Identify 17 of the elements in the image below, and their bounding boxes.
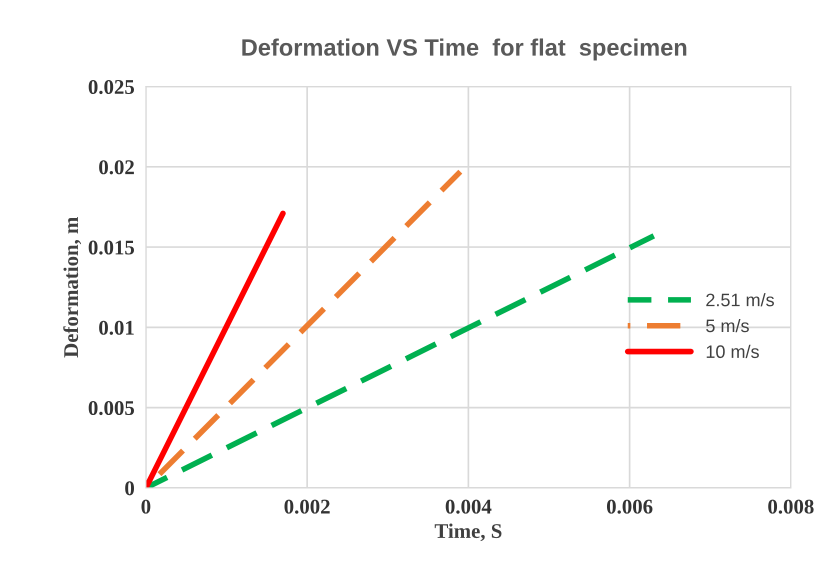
- y-tick-label: 0.01: [99, 320, 134, 335]
- x-tick-label: 0.006: [606, 500, 652, 514]
- legend-label: 10 m/s: [706, 344, 759, 358]
- x-axis-title: Time, S: [434, 523, 502, 542]
- y-tick-label: 0.005: [88, 401, 134, 416]
- x-tick-label: 0.002: [284, 500, 330, 514]
- x-tick-label: 0: [141, 500, 150, 514]
- x-tick-label: 0.008: [768, 500, 814, 514]
- x-tick-label: 0.004: [446, 500, 492, 514]
- legend-label: 5 m/s: [706, 318, 749, 332]
- y-tick-label: 0.015: [88, 240, 134, 255]
- y-tick-label: 0.025: [88, 80, 134, 94]
- y-tick-label: 0: [125, 481, 134, 496]
- y-axis-title: Deformation, m: [63, 217, 82, 358]
- chart-title: Deformation VS Time for flat specimen: [242, 38, 686, 60]
- y-tick-label: 0.02: [99, 160, 134, 174]
- legend-label: 2.51 m/s: [706, 293, 774, 306]
